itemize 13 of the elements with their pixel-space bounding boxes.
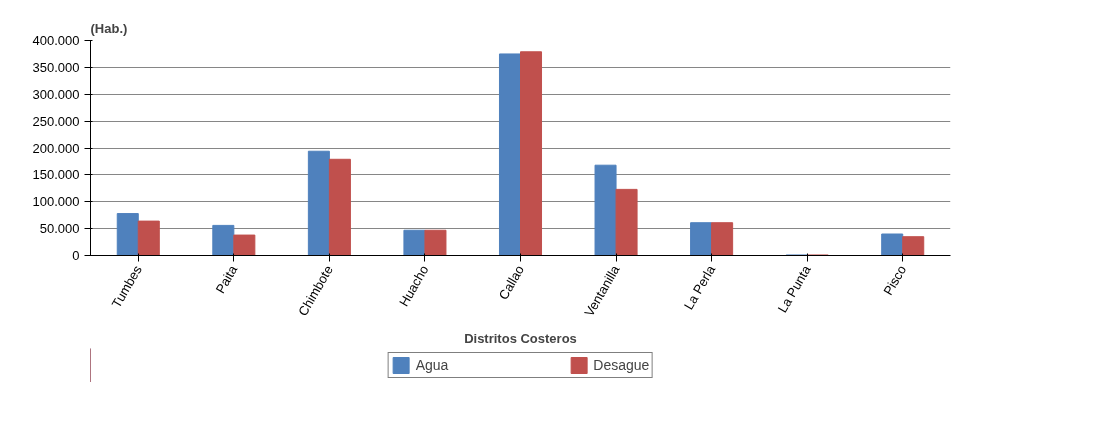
y-tick-label: 50.000 xyxy=(39,221,80,237)
y-tick-label: 100.000 xyxy=(32,194,80,210)
y-tick-label: 300.000 xyxy=(32,86,80,102)
y-tick-label: 400.000 xyxy=(32,33,80,48)
y-tick-label: 0 xyxy=(72,248,80,263)
y-axis-title: (Hab.) xyxy=(90,20,128,36)
y-tick-label: 250.000 xyxy=(32,113,80,129)
legend-label: Desague xyxy=(593,357,650,373)
x-axis-title: Distritos Costeros xyxy=(464,330,577,346)
legend-label: Agua xyxy=(415,357,449,373)
y-tick-label: 150.000 xyxy=(32,167,80,183)
y-tick-label: 350.000 xyxy=(32,59,80,75)
y-tick-label: 200.000 xyxy=(32,140,80,156)
